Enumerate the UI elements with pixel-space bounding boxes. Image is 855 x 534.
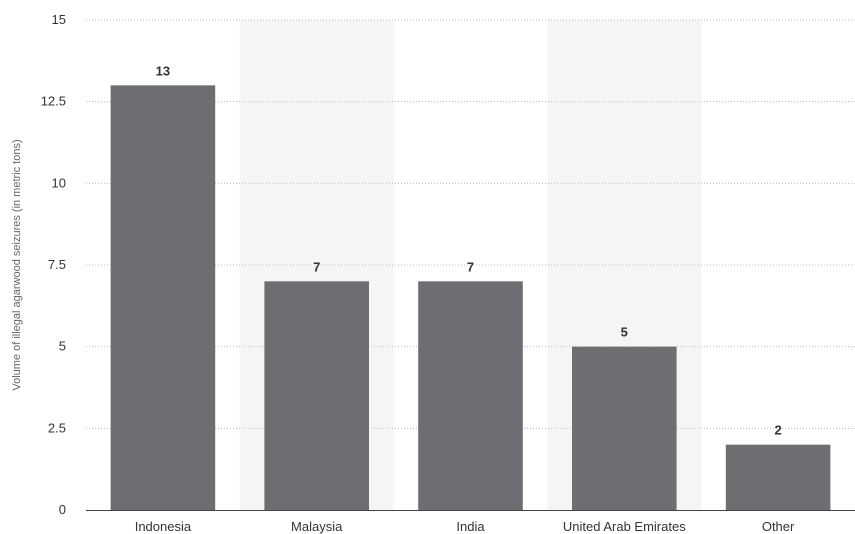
bar-united-arab-emirates[interactable] [572, 346, 677, 510]
y-tick-label: 12.5 [41, 94, 66, 109]
x-category-label: India [456, 519, 485, 534]
y-tick-label: 0 [59, 502, 66, 517]
y-tick-label: 7.5 [48, 257, 66, 272]
x-category-label: Indonesia [135, 519, 192, 534]
data-label: 5 [621, 325, 628, 340]
x-category-label: United Arab Emirates [563, 519, 686, 534]
x-category-label: Malaysia [291, 519, 343, 534]
data-label: 2 [774, 423, 781, 438]
data-label: 7 [313, 259, 320, 274]
y-tick-label: 10 [52, 175, 66, 190]
data-label: 13 [156, 63, 170, 78]
y-axis-ticks: 0 2.5 5 7.5 10 12.5 15 [41, 12, 66, 517]
bars [110, 85, 831, 510]
data-labels: 13 7 7 5 2 [156, 63, 782, 437]
x-axis-labels: Indonesia Malaysia India United Arab Emirat… [135, 519, 795, 534]
bar-india[interactable] [418, 281, 523, 510]
y-axis-title: Volume of illegal agarwood seizures (in … [11, 139, 23, 390]
data-label: 7 [467, 259, 474, 274]
x-category-label: Other [762, 519, 795, 534]
bar-other[interactable] [725, 444, 831, 510]
bar-indonesia[interactable] [110, 85, 216, 510]
y-tick-label: 15 [52, 12, 66, 27]
y-tick-label: 5 [59, 339, 66, 354]
bar-malaysia[interactable] [264, 281, 369, 510]
y-tick-label: 2.5 [48, 420, 66, 435]
